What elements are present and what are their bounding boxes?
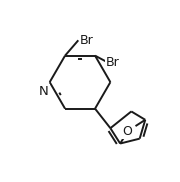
Text: N: N [39,85,49,98]
Text: O: O [122,125,132,138]
Text: Br: Br [80,34,93,47]
Text: Br: Br [106,56,120,69]
